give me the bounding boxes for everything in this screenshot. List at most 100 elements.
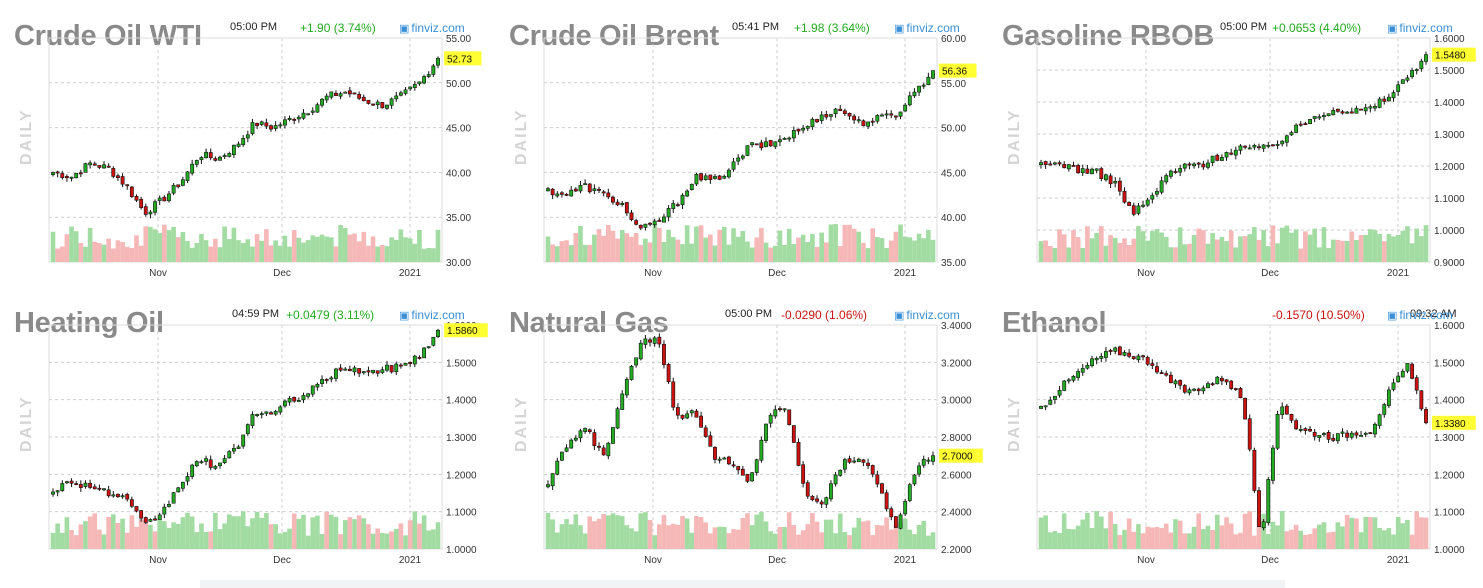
candle-body[interactable] xyxy=(917,465,922,475)
candle-body[interactable] xyxy=(334,92,338,96)
candle-body[interactable] xyxy=(64,176,69,179)
candle-body[interactable] xyxy=(1108,350,1113,352)
candle-body[interactable] xyxy=(875,474,880,485)
candle-body[interactable] xyxy=(1335,108,1340,112)
candle-body[interactable] xyxy=(750,472,755,482)
candle-body[interactable] xyxy=(227,153,232,157)
candle-body[interactable] xyxy=(134,196,139,201)
candle-body[interactable] xyxy=(1131,356,1136,359)
candle-body[interactable] xyxy=(218,462,222,466)
candle-body[interactable] xyxy=(791,425,796,443)
candle-body[interactable] xyxy=(1039,162,1043,166)
candle-body[interactable] xyxy=(1424,409,1428,424)
candle-body[interactable] xyxy=(1391,92,1396,99)
candle-body[interactable] xyxy=(1094,168,1099,171)
candle-body[interactable] xyxy=(1359,434,1363,437)
candle-body[interactable] xyxy=(329,377,334,380)
candle-body[interactable] xyxy=(898,514,903,529)
candle-body[interactable] xyxy=(129,499,134,507)
candle-body[interactable] xyxy=(675,407,680,416)
candle-body[interactable] xyxy=(1039,406,1043,409)
candle-body[interactable] xyxy=(88,482,93,488)
candle-body[interactable] xyxy=(83,482,88,487)
candle-body[interactable] xyxy=(1168,374,1173,384)
candle-body[interactable] xyxy=(587,429,592,432)
candle-body[interactable] xyxy=(606,192,611,198)
candle-body[interactable] xyxy=(1131,205,1136,215)
candle-body[interactable] xyxy=(398,364,403,367)
candle-body[interactable] xyxy=(643,338,648,345)
candle-body[interactable] xyxy=(597,445,601,448)
candle-body[interactable] xyxy=(1396,375,1401,383)
candle-body[interactable] xyxy=(102,488,106,491)
candle-body[interactable] xyxy=(1317,435,1322,438)
candle-body[interactable] xyxy=(1090,168,1094,175)
candle-body[interactable] xyxy=(1257,490,1261,528)
candle-body[interactable] xyxy=(1062,380,1067,391)
candle-body[interactable] xyxy=(236,143,241,147)
candle-body[interactable] xyxy=(1271,447,1275,481)
candle-body[interactable] xyxy=(764,141,768,148)
finviz-brand-link[interactable]: ▣ finviz.com xyxy=(894,21,960,35)
candle-body[interactable] xyxy=(64,481,69,484)
candle-body[interactable] xyxy=(255,414,260,416)
candle-body[interactable] xyxy=(1224,152,1229,158)
candle-body[interactable] xyxy=(838,469,843,476)
candle-body[interactable] xyxy=(1168,170,1173,177)
candle-body[interactable] xyxy=(601,447,606,456)
candle-body[interactable] xyxy=(1363,107,1368,112)
candle-body[interactable] xyxy=(880,114,884,117)
candle-body[interactable] xyxy=(815,119,819,123)
candle-body[interactable] xyxy=(754,459,759,473)
candle-body[interactable] xyxy=(699,415,703,428)
candle-body[interactable] xyxy=(111,168,116,177)
candle-body[interactable] xyxy=(880,483,884,494)
candle-body[interactable] xyxy=(1229,380,1234,389)
candle-body[interactable] xyxy=(893,115,898,118)
candle-body[interactable] xyxy=(231,144,236,155)
candle-body[interactable] xyxy=(171,492,176,504)
candle-body[interactable] xyxy=(398,92,403,96)
candle-body[interactable] xyxy=(1215,154,1220,161)
candle-body[interactable] xyxy=(768,140,773,147)
candle-body[interactable] xyxy=(426,346,431,349)
candle-body[interactable] xyxy=(162,506,167,515)
candle-body[interactable] xyxy=(185,171,190,181)
candle-body[interactable] xyxy=(180,481,185,489)
candle-body[interactable] xyxy=(569,189,574,197)
candle-body[interactable] xyxy=(1052,162,1057,165)
candle-body[interactable] xyxy=(1317,116,1322,119)
candle-body[interactable] xyxy=(1405,77,1410,81)
candle-body[interactable] xyxy=(1076,165,1081,174)
candle-body[interactable] xyxy=(1210,383,1215,386)
candle-body[interactable] xyxy=(222,458,227,463)
candle-body[interactable] xyxy=(1127,352,1132,357)
candle-body[interactable] xyxy=(278,406,283,413)
candle-body[interactable] xyxy=(1261,144,1266,149)
candle-body[interactable] xyxy=(1224,379,1229,383)
candle-body[interactable] xyxy=(245,134,250,139)
candle-body[interactable] xyxy=(717,175,722,180)
candle-body[interactable] xyxy=(1363,432,1368,435)
candle-body[interactable] xyxy=(1155,366,1159,373)
candle-body[interactable] xyxy=(306,113,311,116)
candle-body[interactable] xyxy=(213,158,218,161)
candle-body[interactable] xyxy=(167,504,171,507)
candle-body[interactable] xyxy=(694,174,699,185)
candle-body[interactable] xyxy=(824,114,829,118)
candle-body[interactable] xyxy=(606,442,611,457)
candle-body[interactable] xyxy=(153,518,157,521)
candle-body[interactable] xyxy=(555,193,560,197)
candle-body[interactable] xyxy=(250,122,255,134)
candle-body[interactable] xyxy=(273,125,278,129)
chart-panel-4[interactable]: Natural Gas 05:00 PM -0.0290 (1.06%) ▣ fi… xyxy=(497,297,983,567)
candle-body[interactable] xyxy=(1085,168,1090,174)
candle-body[interactable] xyxy=(907,95,912,106)
candle-body[interactable] xyxy=(1410,70,1415,78)
candle-body[interactable] xyxy=(1331,109,1336,116)
candle-body[interactable] xyxy=(329,91,334,98)
finviz-brand-link[interactable]: ▣ finviz.com xyxy=(399,308,465,322)
candle-body[interactable] xyxy=(643,223,648,228)
candle-body[interactable] xyxy=(69,480,74,484)
candle-body[interactable] xyxy=(426,74,431,77)
